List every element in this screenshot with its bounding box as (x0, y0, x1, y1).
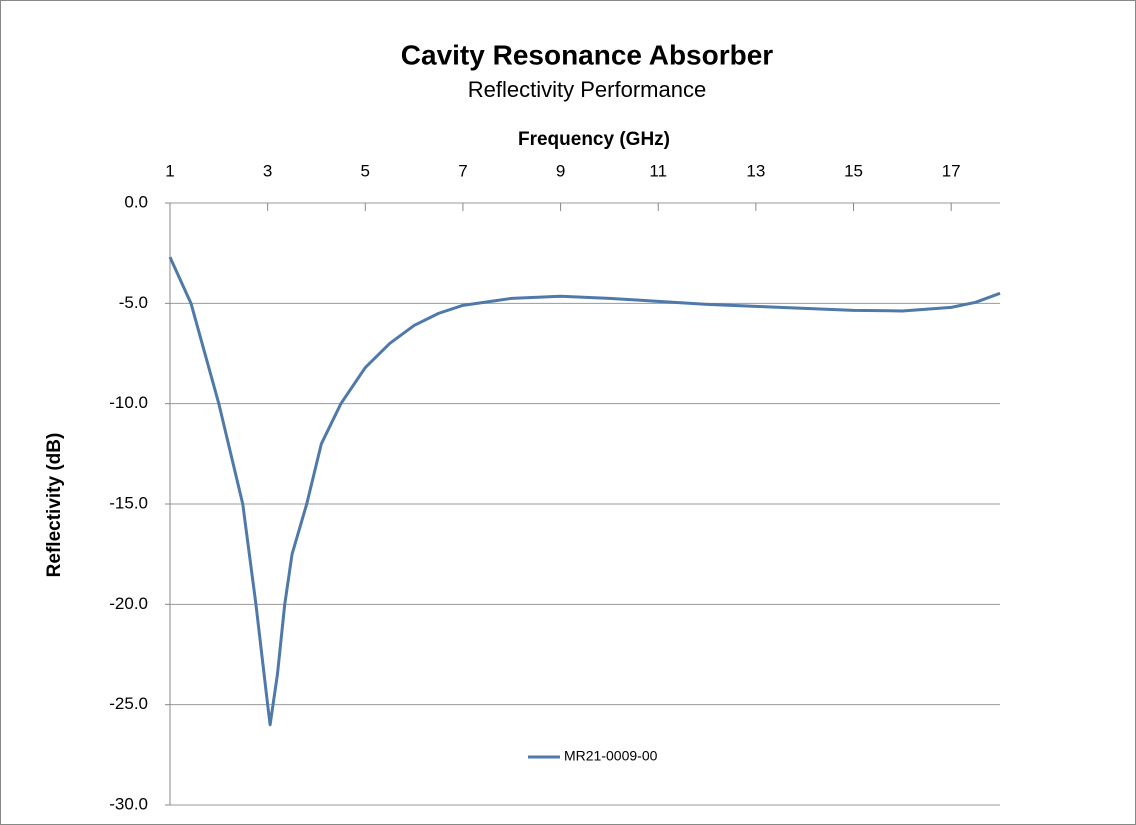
legend-label: MR21-0009-00 (564, 748, 658, 764)
x-tick-label: 13 (746, 161, 765, 180)
x-tick-label: 5 (361, 161, 370, 180)
y-tick-label: -30.0 (109, 794, 148, 813)
x-tick-label: 3 (263, 161, 272, 180)
x-tick-label: 15 (844, 161, 863, 180)
chart-title: Cavity Resonance Absorber (401, 39, 774, 70)
y-tick-label: -10.0 (109, 393, 148, 412)
x-axis-label: Frequency (GHz) (518, 129, 670, 150)
x-tick-label: 17 (942, 161, 961, 180)
y-tick-label: 0.0 (124, 192, 148, 211)
y-axis-label: Reflectivity (dB) (44, 433, 65, 578)
x-tick-label: 7 (458, 161, 467, 180)
y-tick-label: -15.0 (109, 493, 148, 512)
chart-subtitle: Reflectivity Performance (468, 77, 706, 102)
y-tick-label: -25.0 (109, 694, 148, 713)
y-tick-label: -5.0 (119, 293, 148, 312)
x-tick-label: 11 (649, 161, 667, 180)
data-line (168, 256, 1001, 727)
x-tick-label: 9 (556, 161, 565, 180)
y-tick-label: -20.0 (109, 594, 148, 613)
x-tick-label: 1 (165, 161, 174, 180)
